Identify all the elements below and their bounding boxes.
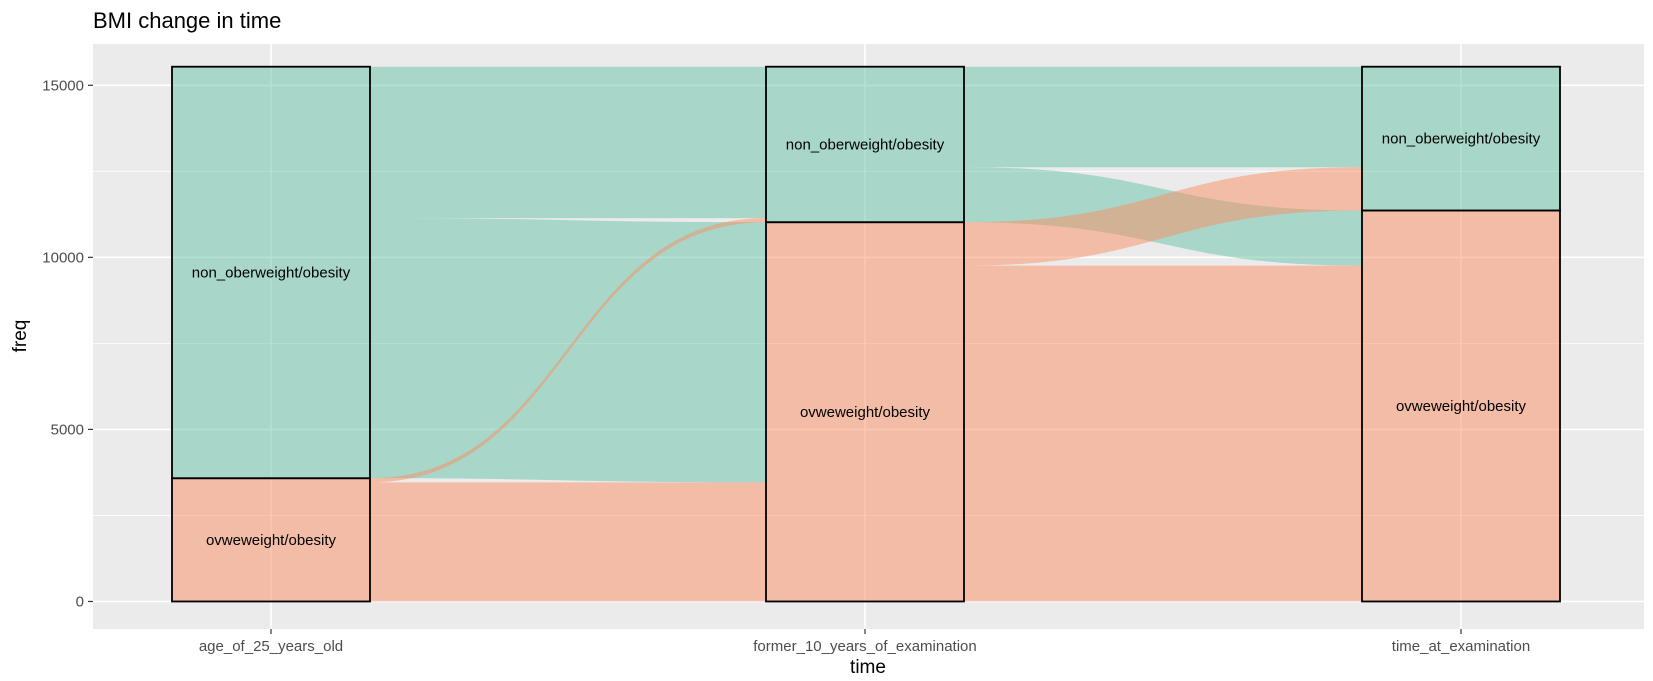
y-tick-label: 15000 [42,77,84,94]
stratum-time-at-examination-ovweweight-obesity [1361,209,1561,603]
flow-2-ovweweight-obesity-to-non-oberweight-obesity [964,167,1362,266]
stratum-label: ovweweight/obesity [206,532,337,549]
flow-2-non-oberweight-obesity-to-non-oberweight-obesity [964,66,1362,168]
stratum-former-10-years-of-examination-non-oberweight-obesity [765,65,965,224]
stratum-age-of-25-years-old-ovweweight-obesity [171,477,371,603]
x-tick-label: time_at_examination [1392,638,1530,655]
flow-1-ovweweight-obesity-to-non-oberweight-obesity [370,218,766,483]
stratum-time-at-examination-non-oberweight-obesity [1361,65,1561,212]
x-tick-label: age_of_25_years_old [199,638,343,655]
y-axis-title: freq [10,320,31,353]
y-tick-label: 10000 [42,249,84,266]
x-axis-title: time [850,657,886,678]
stratum-label: non_oberweight/obesity [786,136,945,153]
y-tick-label: 5000 [51,421,84,438]
flow-1-non-oberweight-obesity-to-non-oberweight-obesity [370,66,766,219]
stratum-former-10-years-of-examination-ovweweight-obesity [765,221,965,603]
stratum-label: non_oberweight/obesity [192,264,351,281]
y-axis-ticks: 0 5000 10000 15000 [42,77,93,610]
strata: non_oberweight/obesity ovweweight/obesity… [171,65,1561,603]
stratum-label: ovweweight/obesity [1396,398,1527,415]
flow-1-ovweweight-obesity-to-ovweweight-obesity [370,482,766,602]
stratum-age-of-25-years-old-non-oberweight-obesity [171,65,371,480]
y-tick-label: 0 [76,593,84,610]
chart-title: BMI change in time [93,8,281,33]
x-axis-ticks: age_of_25_years_old former_10_years_of_ex… [199,629,1530,655]
x-tick-label: former_10_years_of_examination [753,638,976,655]
flow-2-ovweweight-obesity-to-ovweweight-obesity [964,265,1362,602]
flows [370,66,1362,602]
stratum-label: non_oberweight/obesity [1382,131,1541,148]
stratum-label: ovweweight/obesity [800,404,931,421]
